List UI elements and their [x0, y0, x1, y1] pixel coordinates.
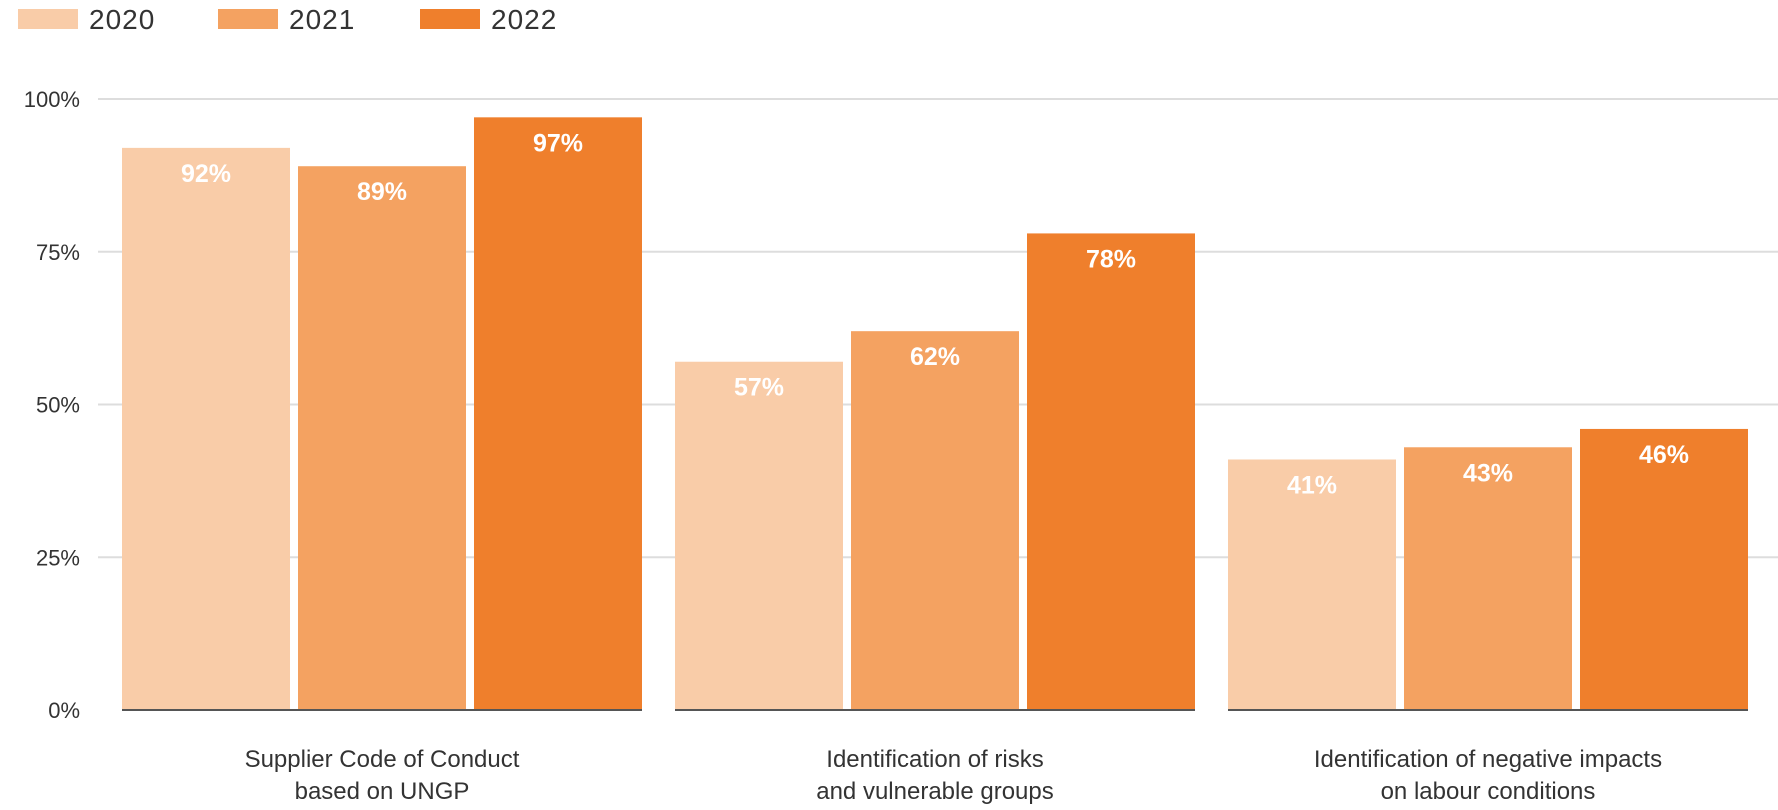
legend-label-2020: 2020	[89, 4, 155, 35]
data-label: 41%	[1287, 471, 1337, 499]
data-label: 43%	[1463, 459, 1513, 487]
y-tick-label: 50%	[36, 393, 80, 418]
y-axis: 0% 25% 50% 75% 100%	[24, 87, 80, 723]
x-category-label: and vulnerable groups	[816, 778, 1054, 805]
legend-label-2021: 2021	[289, 4, 355, 35]
bar-2022-0	[474, 117, 642, 710]
legend-swatch-2020	[18, 9, 78, 29]
bar-2020-1	[675, 361, 843, 710]
bar-2020-2	[1228, 459, 1396, 710]
x-category-label: Identification of negative impacts	[1314, 746, 1662, 773]
x-category-label: Identification of risks	[826, 746, 1043, 773]
data-label: 78%	[1086, 245, 1136, 273]
y-tick-label: 100%	[24, 87, 80, 112]
data-label: 89%	[357, 178, 407, 206]
data-label: 62%	[910, 343, 960, 371]
bars: 92% 89% 97% 57% 62% 78% 41% 43% 46%	[122, 117, 1748, 711]
x-category-label: Supplier Code of Conduct	[245, 746, 520, 773]
y-tick-label: 25%	[36, 545, 80, 570]
bar-2020-0	[122, 147, 290, 710]
legend-swatch-2021	[218, 9, 278, 29]
bar-2022-1	[1027, 233, 1195, 711]
bar-2022-2	[1580, 428, 1748, 710]
bar-2021-0	[298, 166, 466, 710]
x-axis: Supplier Code of Conduct based on UNGP Ide…	[245, 746, 1663, 805]
data-label: 46%	[1639, 441, 1689, 469]
legend-swatch-2022	[420, 9, 480, 29]
bar-2021-2	[1404, 447, 1572, 710]
legend-label-2022: 2022	[491, 4, 557, 35]
data-label: 57%	[734, 374, 784, 402]
bar-2021-1	[851, 331, 1019, 710]
x-category-label: based on UNGP	[295, 778, 470, 805]
x-category-label: on labour conditions	[1381, 778, 1596, 805]
legend: 2020 2021 2022	[18, 4, 557, 35]
data-label: 97%	[533, 129, 583, 157]
data-label: 92%	[181, 160, 231, 188]
y-tick-label: 75%	[36, 240, 80, 265]
y-tick-label: 0%	[48, 698, 80, 723]
